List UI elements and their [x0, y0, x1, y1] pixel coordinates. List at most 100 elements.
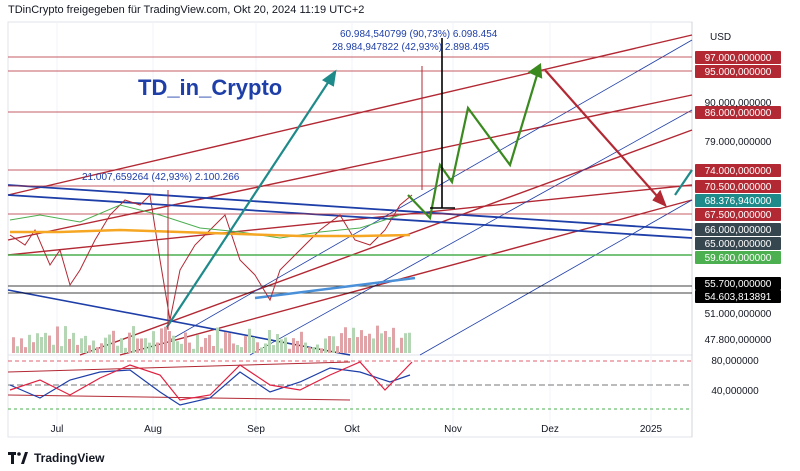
volume-bar — [300, 331, 303, 353]
red-channel-mid — [7, 94, 693, 241]
volume-bar — [120, 338, 123, 353]
volume-bar — [28, 334, 31, 353]
teal-continuation — [674, 169, 693, 196]
price-level-text: 86.000,000000 — [705, 108, 772, 119]
price-series — [9, 193, 413, 321]
blue-thin-channel-3 — [419, 199, 693, 356]
red-channel-low — [79, 129, 693, 356]
volume-bar — [296, 340, 299, 353]
volume-bar — [40, 337, 43, 353]
volume-bar — [52, 344, 55, 353]
price-level-text: 55.700,000000 — [705, 279, 772, 290]
volume-bar — [44, 332, 47, 353]
volume-bar — [404, 333, 407, 353]
volume-bar — [196, 334, 199, 353]
volume-bar — [200, 346, 203, 353]
volume-bar — [316, 344, 319, 353]
volume-bar — [100, 343, 103, 353]
teal-projection — [164, 71, 336, 331]
price-level-text: 70.500,000000 — [705, 182, 772, 193]
price-level-label: 55.700,000000 — [695, 277, 781, 290]
time-tick-label: Sep — [247, 424, 265, 435]
volume-bar — [56, 326, 59, 353]
blue-downtrend-1 — [7, 184, 693, 231]
chart-header: TDinCrypto freigegeben für TradingView.c… — [8, 4, 364, 16]
volume-bar — [364, 335, 367, 353]
volume-bar — [228, 333, 231, 353]
price-level-label: 74.000,000000 — [695, 164, 781, 177]
time-tick-label: Nov — [444, 424, 462, 435]
volume-bar — [48, 335, 51, 353]
volume-bar — [132, 326, 135, 353]
volume-bar — [292, 338, 295, 353]
volume-bar — [252, 337, 255, 353]
moving-average-green — [9, 204, 401, 239]
volume-bar — [148, 342, 151, 353]
volume-bar — [36, 333, 39, 353]
volume-bar — [288, 348, 291, 353]
volume-bar — [136, 338, 139, 353]
volume-bar — [396, 347, 399, 353]
volume-bar — [244, 336, 247, 353]
price-level-text: 67.500,000000 — [705, 210, 772, 221]
price-tick-label: 79.000,000000 — [705, 137, 772, 148]
volume-bar — [224, 332, 227, 353]
oscillator-axis-ticks: 80,000000 40,000000 — [711, 356, 759, 397]
volume-bar — [16, 346, 19, 353]
volume-bar — [152, 331, 155, 353]
price-level-label: 67.500,000000 — [695, 208, 781, 221]
volume-bar — [240, 347, 243, 353]
volume-bar — [68, 338, 71, 353]
volume-bar — [376, 325, 379, 353]
time-tick-label: Dez — [541, 424, 559, 435]
price-tick-label: 47.800,000000 — [705, 335, 772, 346]
volume-bar — [320, 348, 323, 353]
osc-line-red — [9, 361, 413, 401]
volume-bar — [108, 334, 111, 353]
volume-bar — [116, 345, 119, 353]
price-level-label: 54.603,813891 — [695, 290, 781, 303]
volume-bar — [212, 345, 215, 353]
volume-bar — [384, 330, 387, 353]
volume-bar — [220, 348, 223, 353]
volume-bar — [140, 338, 143, 353]
measurement-label-3: 21.007,659264 (42,93%) 2.100.266 — [82, 172, 240, 183]
volume-bar — [188, 342, 191, 353]
volume-bar — [392, 327, 395, 353]
volume-bar — [248, 328, 251, 353]
volume-bar — [216, 327, 219, 353]
price-level-text: 66.000,000000 — [705, 225, 772, 236]
volume-bar — [144, 338, 147, 353]
time-tick-label: Okt — [344, 424, 360, 435]
measurement-label-1: 60.984,540799 (90,73%) 6.098.454 — [340, 29, 498, 40]
volume-bar — [388, 336, 391, 353]
volume-bar — [164, 326, 167, 353]
volume-bar — [92, 340, 95, 353]
volume-bar — [192, 348, 195, 353]
footer: TradingView — [8, 451, 104, 465]
volume-bar — [24, 347, 27, 353]
volume-bar — [272, 345, 275, 353]
currency-label: USD — [710, 32, 731, 43]
osc-trend-2 — [7, 394, 351, 401]
volume-bar — [340, 333, 343, 353]
volume-bar — [332, 336, 335, 353]
price-level-labels: 97.000,000000 95.000,000000 86.000,000000 7… — [695, 51, 781, 303]
volume-bar — [64, 326, 67, 353]
volume-bar — [156, 342, 159, 353]
volume-bar — [236, 344, 239, 353]
volume-bar — [268, 330, 271, 353]
measurement-label-2: 28.984,947822 (42,93%) 2.898.495 — [332, 42, 490, 53]
volume-bar — [280, 339, 283, 353]
moving-average-orange — [10, 228, 411, 238]
volume-bar — [308, 347, 311, 353]
volume-bar — [104, 337, 107, 353]
volume-bar — [32, 342, 35, 353]
volume-bar — [88, 345, 91, 353]
price-level-text: 74.000,000000 — [705, 166, 772, 177]
price-level-text: 97.000,000000 — [705, 53, 772, 64]
price-axis-ticks: 90.000,000000 79.000,000000 51.000,000000 4… — [705, 98, 772, 346]
volume-bar — [180, 343, 183, 353]
volume-bar — [372, 338, 375, 353]
